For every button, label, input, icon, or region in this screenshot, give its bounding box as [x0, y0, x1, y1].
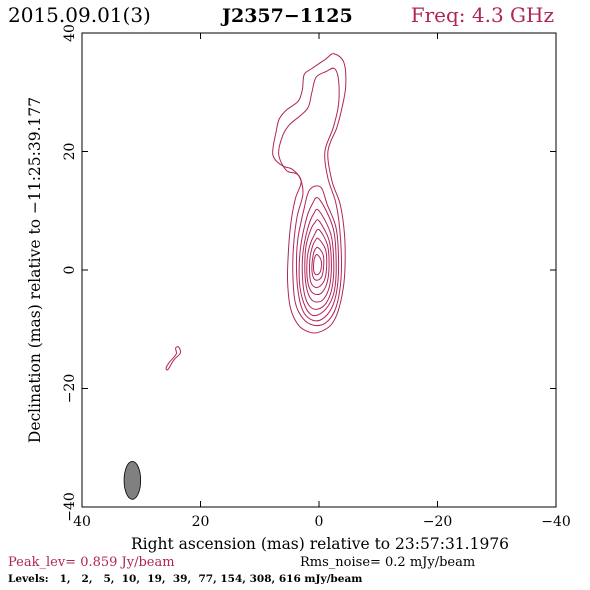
contour-2: [278, 67, 343, 326]
y-tick-label: 20: [62, 143, 78, 161]
peak-level: Peak_lev= 0.859 Jy/beam: [8, 555, 175, 570]
contour-lines: [165, 53, 347, 371]
x-tick-label: 0: [315, 514, 324, 530]
contour-154: [308, 237, 328, 289]
contour-5: [295, 185, 340, 322]
contour-616: [312, 254, 322, 276]
x-tick-label: −40: [541, 514, 571, 530]
y-tick-label: 0: [62, 266, 78, 275]
rms-noise: Rms_noise= 0.2 mJy/beam: [300, 555, 475, 570]
x-tick-label: 40: [73, 514, 91, 530]
contour-308: [311, 246, 325, 281]
beam-ellipse: [123, 460, 142, 500]
y-axis-ticks: 40 20 0 −20 −40: [62, 24, 556, 522]
x-tick-label: 20: [192, 514, 210, 530]
x-axis-ticks: 40 20 0 −20 −40: [73, 33, 571, 530]
epoch-date: 2015.09.01(3): [8, 3, 151, 27]
contour-10: [298, 197, 337, 317]
y-tick-label: 40: [62, 24, 78, 42]
y-tick-label: −20: [62, 374, 78, 404]
x-tick-label: −20: [423, 514, 453, 530]
contour-19: [301, 208, 335, 310]
contour-39: [304, 219, 332, 303]
contour-1: [165, 346, 182, 371]
contour-levels: Levels: 1, 2, 5, 10, 19, 39, 77, 154, 30…: [8, 573, 362, 585]
source-name: J2357−1125: [220, 5, 353, 27]
frequency-label: Freq: 4.3 GHz: [411, 3, 554, 27]
contour-77: [306, 228, 330, 296]
x-axis-label: Right ascension (mas) relative to 23:57:…: [131, 535, 509, 553]
contour-1: [272, 53, 347, 334]
y-axis-label: Declination (mas) relative to −11:25:39.…: [26, 97, 44, 443]
plot-frame: [81, 32, 557, 508]
y-tick-label: −40: [62, 492, 78, 522]
